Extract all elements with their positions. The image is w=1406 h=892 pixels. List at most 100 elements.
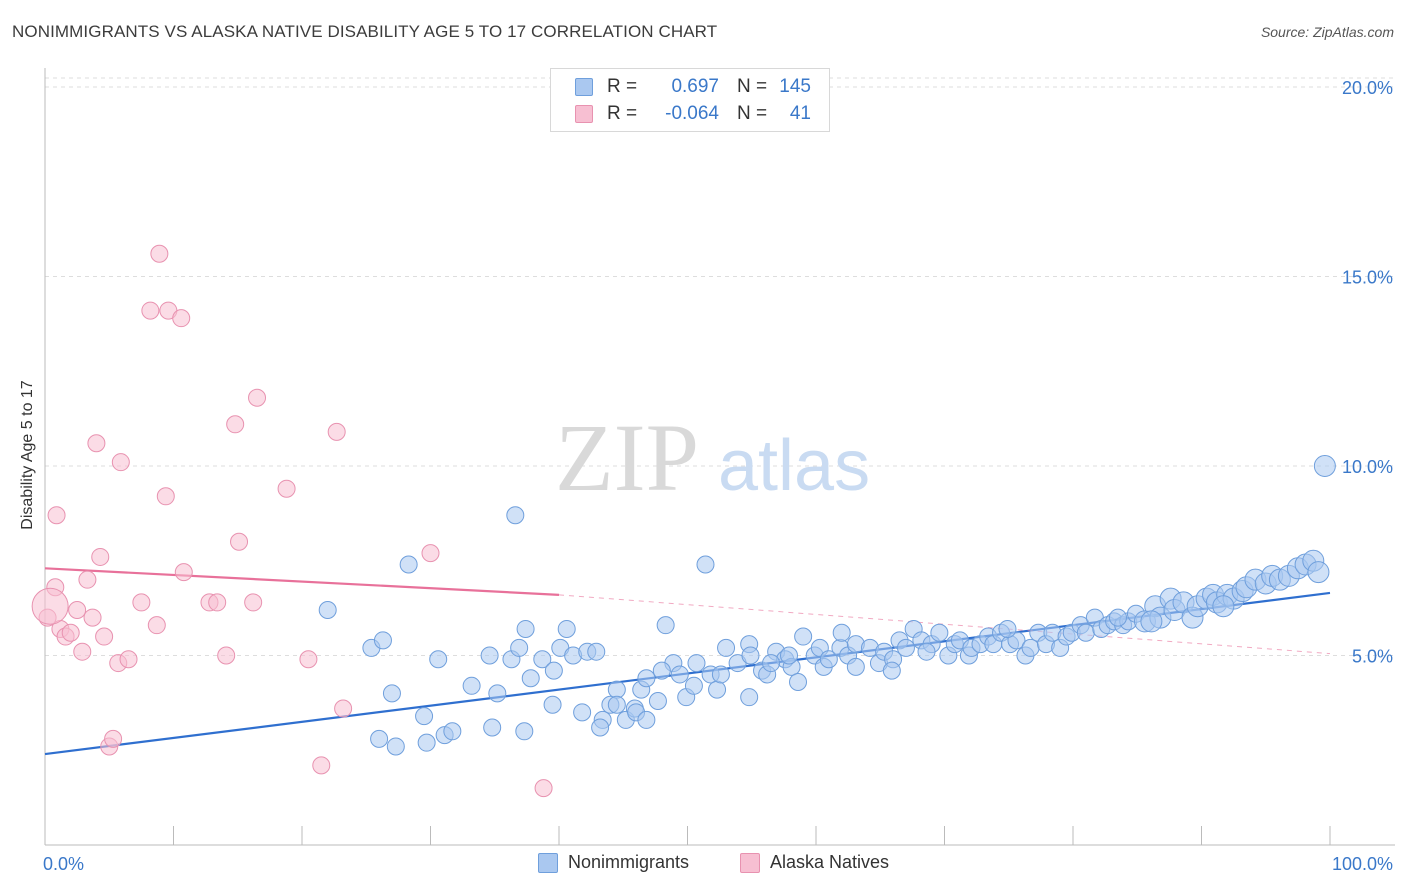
nonimmigrants-point xyxy=(587,642,606,661)
trend-line-alaska-natives-extension xyxy=(558,594,1331,655)
nonimmigrants-point xyxy=(717,638,736,657)
alaska-natives-point xyxy=(208,593,227,612)
legend-n-value: 41 xyxy=(789,103,811,124)
legend-swatch-pink xyxy=(575,105,593,123)
correlation-legend: R = 0.697 N = 145 R = -0.064 N = 41 xyxy=(550,68,830,132)
alaska-natives-point xyxy=(61,623,80,642)
nonimmigrants-point xyxy=(557,619,576,638)
nonimmigrants-point xyxy=(656,616,675,635)
watermark: ZIP atlas xyxy=(555,404,870,511)
y-axis-label: Disability Age 5 to 17 xyxy=(19,380,36,530)
nonimmigrants-point xyxy=(543,695,562,714)
nonimmigrants-point xyxy=(399,555,418,574)
nonimmigrants-point xyxy=(1021,638,1040,657)
nonimmigrants-point xyxy=(1076,623,1095,642)
nonimmigrants-point xyxy=(819,650,838,669)
nonimmigrants-point xyxy=(544,661,563,680)
legend-n-label: N = xyxy=(737,103,768,124)
legend-r-value: 0.697 xyxy=(671,76,719,97)
nonimmigrants-point xyxy=(591,718,610,737)
alaska-natives-point xyxy=(73,642,92,661)
alaska-natives-point xyxy=(111,453,130,472)
nonimmigrants-point xyxy=(846,657,865,676)
legend-swatch-blue xyxy=(538,852,558,873)
nonimmigrants-point xyxy=(1108,608,1127,627)
nonimmigrants-points xyxy=(318,454,1336,756)
alaska-natives-point xyxy=(95,627,114,646)
alaska-natives-points xyxy=(31,244,553,798)
nonimmigrants-point xyxy=(708,680,727,699)
source-label: Source: ZipAtlas.com xyxy=(1260,24,1394,40)
nonimmigrants-point xyxy=(1307,561,1330,584)
nonimmigrants-point xyxy=(521,669,540,688)
legend-r-value: -0.064 xyxy=(665,103,719,124)
nonimmigrants-point xyxy=(607,695,626,714)
nonimmigrants-point xyxy=(429,650,448,669)
nonimmigrants-point xyxy=(740,688,759,707)
nonimmigrants-point xyxy=(637,669,656,688)
nonimmigrants-point xyxy=(382,684,401,703)
nonimmigrants-point xyxy=(318,601,337,620)
nonimmigrants-point xyxy=(515,722,534,741)
nonimmigrants-point xyxy=(510,638,529,657)
nonimmigrants-point xyxy=(684,676,703,695)
nonimmigrants-point xyxy=(637,710,656,729)
nonimmigrants-point xyxy=(670,665,689,684)
nonimmigrants-point xyxy=(573,703,592,722)
nonimmigrants-point xyxy=(483,718,502,737)
nonimmigrants-point xyxy=(386,737,405,756)
x-tick-label: 0.0% xyxy=(43,854,84,874)
legend-r-label: R = xyxy=(607,76,638,97)
nonimmigrants-point xyxy=(696,555,715,574)
series-name: Alaska Natives xyxy=(770,852,890,872)
y-tick-label: 20.0% xyxy=(1342,78,1393,98)
legend-swatch-pink xyxy=(740,852,760,873)
nonimmigrants-point xyxy=(652,661,671,680)
nonimmigrants-point xyxy=(607,680,626,699)
alaska-natives-point xyxy=(277,479,296,498)
trend-line-alaska-natives xyxy=(44,567,560,596)
nonimmigrants-point xyxy=(762,654,781,673)
nonimmigrants-point xyxy=(1140,610,1163,633)
alaska-natives-point xyxy=(104,729,123,748)
alaska-natives-point xyxy=(156,487,175,506)
nonimmigrants-point xyxy=(794,627,813,646)
nonimmigrants-point xyxy=(896,638,915,657)
alaska-natives-point xyxy=(312,756,331,775)
alaska-natives-point xyxy=(334,699,353,718)
alaska-natives-point xyxy=(327,422,346,441)
series-legend-nonimmigrants: Nonimmigrants xyxy=(538,852,689,873)
nonimmigrants-point xyxy=(998,619,1017,638)
series-legend-alaska-natives: Alaska Natives xyxy=(740,852,889,873)
nonimmigrants-point xyxy=(1313,454,1336,477)
alaska-natives-point xyxy=(132,593,151,612)
watermark-zip: ZIP xyxy=(555,404,699,511)
alaska-natives-point xyxy=(83,608,102,627)
alaska-natives-point xyxy=(87,434,106,453)
alaska-natives-point xyxy=(119,650,138,669)
alaska-natives-point xyxy=(534,779,553,798)
legend-n-value: 145 xyxy=(779,76,811,97)
alaska-natives-point xyxy=(68,601,87,620)
nonimmigrants-point xyxy=(917,642,936,661)
legend-row-alaska-natives: R = -0.064 N = 41 xyxy=(575,102,811,126)
y-tick-label: 5.0% xyxy=(1352,646,1393,666)
nonimmigrants-point xyxy=(648,691,667,710)
nonimmigrants-point xyxy=(443,722,462,741)
tick-labels: 5.0% 10.0% 15.0% 20.0% 0.0% 100.0% xyxy=(43,78,1393,874)
nonimmigrants-point xyxy=(789,673,808,692)
nonimmigrants-point xyxy=(506,506,525,525)
alaska-natives-point xyxy=(78,570,97,589)
nonimmigrants-point xyxy=(741,646,760,665)
nonimmigrants-point xyxy=(882,661,901,680)
legend-r-label: R = xyxy=(607,103,638,124)
nonimmigrants-point xyxy=(488,684,507,703)
alaska-natives-point xyxy=(299,650,318,669)
alaska-natives-point xyxy=(147,616,166,635)
nonimmigrants-point xyxy=(780,646,799,665)
alaska-natives-point xyxy=(91,547,110,566)
chart-title: NONIMMIGRANTS VS ALASKA NATIVE DISABILIT… xyxy=(12,22,718,41)
alaska-natives-point xyxy=(47,506,66,525)
series-legend: Nonimmigrants Alaska Natives xyxy=(0,852,1406,876)
alaska-natives-point xyxy=(421,544,440,563)
